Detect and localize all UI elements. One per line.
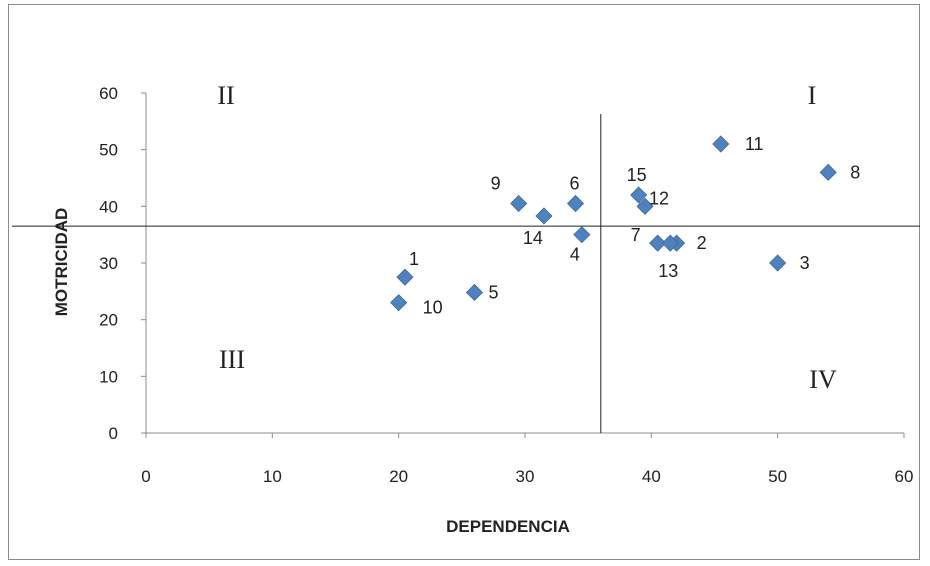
data-point: [573, 226, 591, 244]
data-label: 14: [523, 228, 543, 248]
data-label: 11: [745, 134, 764, 154]
y-tick-label: 20: [99, 311, 118, 330]
x-tick-label: 30: [516, 467, 535, 486]
quadrant-label-box: [780, 72, 872, 118]
y-axis-title: MOTRICIDAD: [52, 208, 71, 317]
data-label: 9: [491, 174, 501, 194]
data-label: 1: [409, 249, 419, 269]
axes: 0 10 20 30 40 50 60 0 10 20 30 40 50 60: [99, 84, 913, 486]
x-tick-label: 60: [895, 467, 914, 486]
x-tick-label: 10: [263, 467, 282, 486]
data-point: [465, 283, 484, 302]
quadrant-label-box: [194, 72, 286, 118]
data-label: 13: [658, 261, 678, 281]
chart-frame: [8, 4, 920, 560]
data-label: 10: [423, 298, 443, 318]
data-point: [712, 135, 730, 153]
data-point: [649, 234, 667, 252]
data-point: [661, 234, 679, 252]
data-label: 15: [627, 165, 647, 185]
data-label: 7: [631, 225, 641, 245]
x-tick-label: 0: [141, 467, 150, 486]
data-point: [535, 207, 553, 225]
data-label: 6: [570, 174, 580, 194]
data-label: 5: [488, 282, 498, 302]
data-label: 12: [649, 188, 669, 208]
data-label: 3: [800, 253, 810, 273]
data-point: [396, 268, 414, 286]
x-tick-label: 20: [389, 467, 408, 486]
data-point: [636, 197, 654, 215]
x-tick-label: 50: [768, 467, 787, 486]
data-point: [630, 186, 648, 204]
y-tick-label: 10: [99, 367, 118, 386]
reference-lines: [12, 114, 920, 433]
quadrant-label-box: [196, 336, 288, 382]
x-axis-title: DEPENDENCIA: [446, 517, 570, 536]
y-tick-label: 30: [99, 254, 118, 273]
y-tick-label: 40: [99, 197, 118, 216]
data-point: [390, 294, 408, 312]
quadrant-label: I: [808, 81, 817, 110]
x-tick-label: 40: [642, 467, 661, 486]
data-point: [566, 194, 585, 213]
data-point: [819, 163, 837, 181]
quadrant-label: IV: [809, 365, 837, 394]
y-tick-label: 0: [109, 424, 118, 443]
quadrant-label-box: [788, 356, 880, 402]
data-point: [510, 194, 528, 213]
data-label: 8: [850, 162, 860, 182]
data-point: [769, 254, 787, 272]
quadrant-label: II: [217, 81, 234, 110]
y-tick-label: 50: [99, 141, 118, 160]
data-label: 2: [697, 233, 707, 253]
quadrant-label: III: [219, 345, 245, 374]
data-label: 4: [570, 245, 580, 265]
y-tick-label: 60: [99, 84, 118, 103]
